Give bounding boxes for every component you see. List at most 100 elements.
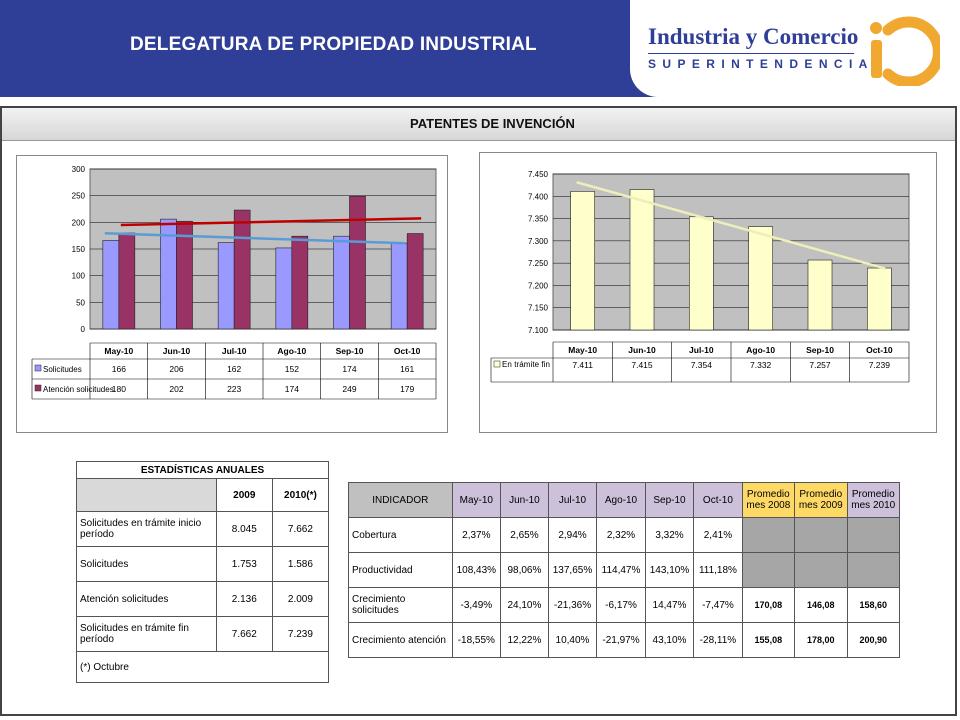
ind-header: Sep-10 xyxy=(644,482,695,518)
indicators-table: INDICADOR May-10 Jun-10 Jul-10 Ago-10 Se… xyxy=(348,482,900,658)
ind-cell: 158,60 xyxy=(846,587,900,623)
stats-title: ESTADÍSTICAS ANUALES xyxy=(76,461,329,479)
stats-cell: 7.662 xyxy=(215,616,273,652)
stats-header-2009: 2009 xyxy=(215,478,273,512)
y-tick-label: 7.450 xyxy=(528,170,549,179)
y-tick-label: 7.250 xyxy=(528,259,549,268)
legend-label: En trámite fin xyxy=(502,360,550,369)
table-cell: 7.354 xyxy=(691,360,713,370)
ind-cell: 12,22% xyxy=(500,622,549,658)
table-cell: 7.239 xyxy=(869,360,891,370)
x-tick-label: Sep-10 xyxy=(806,345,834,355)
ind-cell: 114,47% xyxy=(596,552,646,588)
x-tick-label: Jun-10 xyxy=(163,346,191,356)
y-tick-label: 200 xyxy=(72,218,86,227)
bar xyxy=(349,195,366,330)
chart-solicitudes: 0 50 100 150 200 250 300 May-10 Jun-10 Jul-10 Ago-… xyxy=(16,155,448,433)
ind-cell: 200,90 xyxy=(846,622,900,658)
ind-cell: 3,32% xyxy=(644,517,695,553)
y-tick-label: 7.100 xyxy=(528,326,549,335)
ind-cell-empty xyxy=(741,517,796,553)
legend-swatch xyxy=(34,364,42,372)
x-tick-label: Sep-10 xyxy=(336,346,364,356)
ind-cell-empty xyxy=(741,552,796,588)
table-cell: 7.411 xyxy=(572,360,593,370)
bar xyxy=(629,189,655,331)
bar xyxy=(333,235,350,330)
y-tick-label: 0 xyxy=(81,325,86,334)
ind-cell: 111,18% xyxy=(693,552,743,588)
ind-cell: 14,47% xyxy=(644,587,695,623)
x-tick-label: Ago-10 xyxy=(277,346,306,356)
ind-header: Jun-10 xyxy=(500,482,549,518)
table-cell: 152 xyxy=(285,364,299,374)
stats-cell: 7.239 xyxy=(271,616,330,652)
stats-cell: 8.045 xyxy=(215,511,273,547)
ind-cell-empty xyxy=(846,517,900,553)
y-tick-label: 100 xyxy=(72,272,86,281)
ind-cell: 170,08 xyxy=(741,587,796,623)
stats-cell: 1.586 xyxy=(271,546,330,582)
stats-header-row: 2009 2010(*) xyxy=(76,478,330,512)
ind-header: May-10 xyxy=(451,482,502,518)
ind-cell-empty xyxy=(794,517,848,553)
legend-swatch xyxy=(493,360,501,368)
table-row: Solicitudes 1.753 1.586 xyxy=(76,546,330,582)
y-tick-label: 7.350 xyxy=(528,215,549,224)
page-title: DELEGATURA DE PROPIEDAD INDUSTRIAL xyxy=(130,34,537,55)
bar xyxy=(275,247,293,330)
ind-cell: 2,32% xyxy=(596,517,646,553)
ind-cell: 2,37% xyxy=(451,517,502,553)
legend-swatch xyxy=(34,384,42,392)
ind-cell: 10,40% xyxy=(547,622,598,658)
brand-subtitle: SUPERINTENDENCIA xyxy=(648,57,874,71)
ind-cell: 178,00 xyxy=(794,622,848,658)
stats-cell: 7.662 xyxy=(271,511,330,547)
ind-cell: 146,08 xyxy=(794,587,848,623)
ind-header: Promedio mes 2008 xyxy=(741,482,796,518)
table-cell: 162 xyxy=(227,364,241,374)
section-title: PATENTES DE INVENCIÓN xyxy=(410,116,575,131)
annual-stats-table: ESTADÍSTICAS ANUALES 2009 2010(*) Solici… xyxy=(76,461,330,683)
chart-en-tramite: 7.100 7.150 7.200 7.250 7.300 7.350 7.400 7.450… xyxy=(479,152,937,433)
table-cell: 249 xyxy=(342,384,356,394)
ind-header: Jul-10 xyxy=(547,482,598,518)
bar xyxy=(807,259,833,331)
trendline xyxy=(576,181,886,270)
ind-cell: 43,10% xyxy=(644,622,695,658)
bar xyxy=(118,232,136,330)
ind-row-label: Crecimiento solicitudes xyxy=(348,587,453,623)
ind-cell: 108,43% xyxy=(451,552,502,588)
y-tick-label: 7.150 xyxy=(528,304,549,313)
ind-cell: 2,65% xyxy=(500,517,549,553)
table-cell: 174 xyxy=(342,364,356,374)
table-cell: 202 xyxy=(169,384,183,394)
x-tick-label: Oct-10 xyxy=(866,345,893,355)
bar xyxy=(570,191,595,331)
x-tick-label: Jul-10 xyxy=(689,345,714,355)
bar xyxy=(217,242,235,330)
y-tick-label: 7.400 xyxy=(528,192,549,201)
table-cell: 166 xyxy=(112,364,126,374)
ind-row-label: Cobertura xyxy=(348,517,453,553)
stats-footnote: (*) Octubre xyxy=(76,651,329,683)
sic-logo-icon xyxy=(870,16,940,86)
ind-cell: -6,17% xyxy=(596,587,646,623)
table-cell: 174 xyxy=(285,384,299,394)
bar xyxy=(867,267,892,331)
x-tick-label: May-10 xyxy=(104,346,133,356)
brand-divider xyxy=(648,53,854,54)
plot-area xyxy=(552,173,910,331)
table-cell: 7.332 xyxy=(750,360,772,370)
y-tick-label: 250 xyxy=(72,192,86,201)
ind-row-label: Productividad xyxy=(348,552,453,588)
bar xyxy=(233,209,251,330)
table-row: Solicitudes en trámite fin período 7.662… xyxy=(76,616,330,652)
x-tick-label: Jun-10 xyxy=(628,345,656,355)
bar xyxy=(406,233,424,330)
ind-cell: -3,49% xyxy=(451,587,502,623)
ind-cell: -21,36% xyxy=(547,587,598,623)
y-tick-label: 300 xyxy=(72,165,86,174)
stats-row-label: Atención solicitudes xyxy=(76,581,217,617)
x-tick-label: May-10 xyxy=(568,345,597,355)
